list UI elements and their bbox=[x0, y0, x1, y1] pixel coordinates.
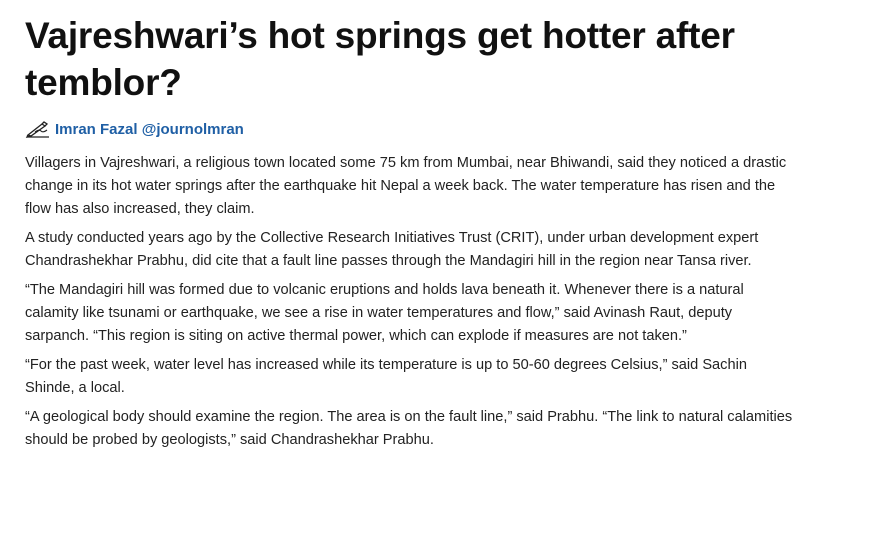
pen-writing-icon bbox=[25, 120, 51, 138]
paragraph: “A geological body should examine the re… bbox=[25, 409, 793, 448]
author-link[interactable]: Imran Fazal @journolmran bbox=[55, 120, 244, 138]
paragraph: Villagers in Vajreshwari, a religious to… bbox=[25, 155, 787, 217]
article: Vajreshwari’s hot springs get hotter aft… bbox=[25, 12, 825, 458]
paragraph: A study conducted years ago by the Colle… bbox=[25, 230, 759, 269]
paragraph: “For the past week, water level has incr… bbox=[25, 357, 747, 396]
byline: Imran Fazal @journolmran bbox=[25, 118, 825, 140]
article-body: Villagers in Vajreshwari, a religious to… bbox=[25, 152, 795, 452]
paragraph: “The Mandagiri hill was formed due to vo… bbox=[25, 282, 744, 344]
article-headline: Vajreshwari’s hot springs get hotter aft… bbox=[25, 15, 735, 103]
